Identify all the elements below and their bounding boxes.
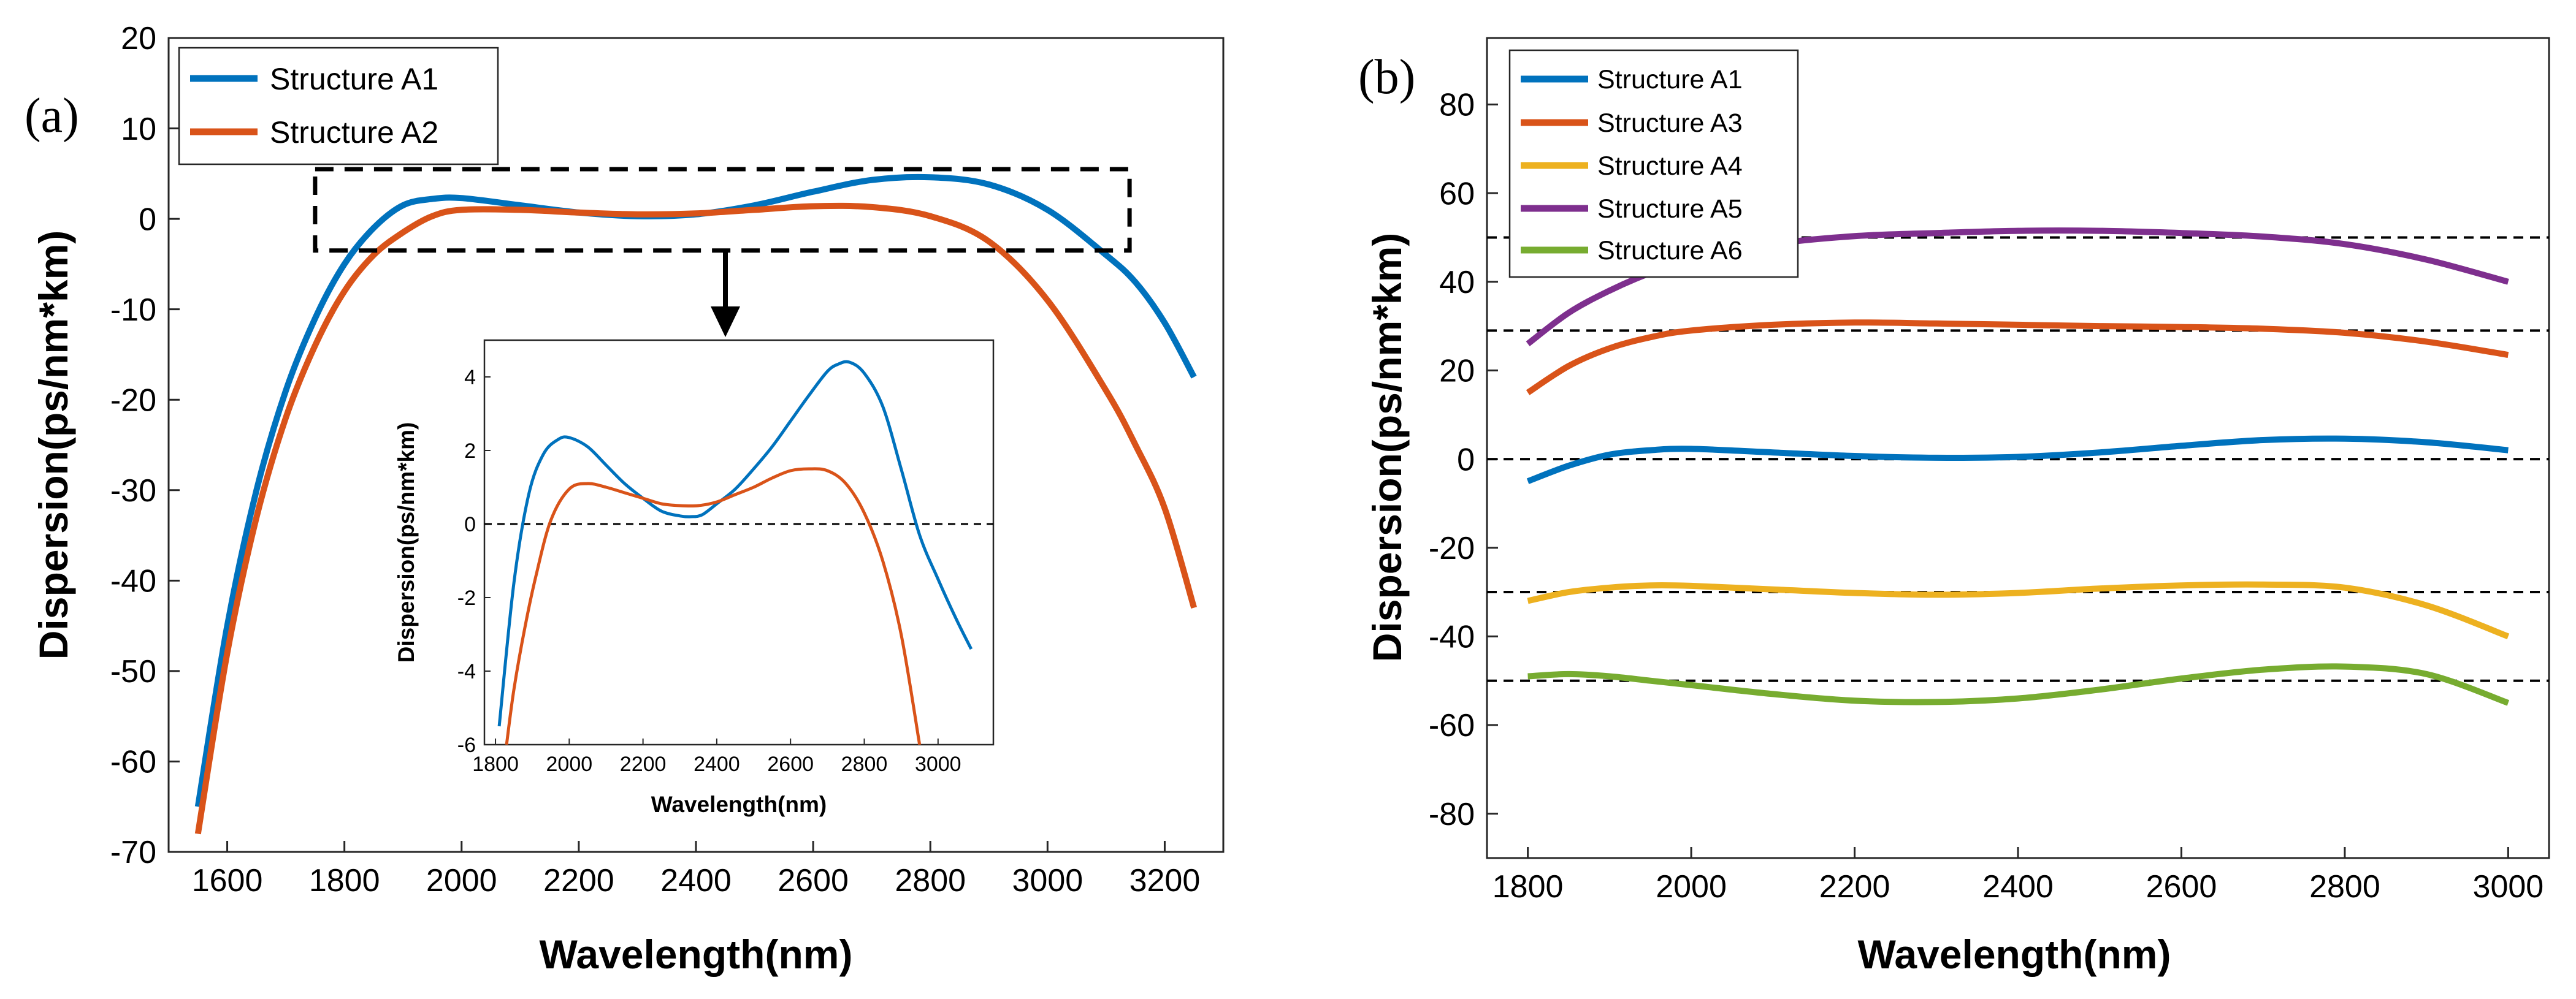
y-tick-label: -4 [457, 660, 476, 683]
y-tick-label: 0 [1457, 442, 1475, 477]
x-tick-label: 3000 [915, 753, 961, 776]
panel-b-series-line-a1 [1526, 435, 2509, 484]
x-tick-label: 2000 [546, 753, 593, 776]
panel-b-legend: Structure A1 Structure A3 Structure A4 S… [1508, 49, 1799, 278]
y-tick-label: -50 [110, 654, 156, 689]
x-tick-label: 2200 [1819, 869, 1890, 905]
zoom-arrow-head [711, 306, 740, 337]
y-tick-label: -70 [110, 835, 156, 870]
inset-series-line-a2 [505, 467, 922, 745]
y-tick-label: -60 [110, 745, 156, 780]
x-tick-label: 1800 [472, 753, 519, 776]
x-tick-label: 3000 [1012, 863, 1083, 898]
panel-b-x-axis-title: Wavelength(nm) [1858, 932, 2171, 977]
x-tick-label: 1800 [309, 863, 380, 898]
x-tick-label: 3200 [1129, 863, 1201, 898]
y-tick-label: 60 [1439, 176, 1475, 211]
panel-b-label: (b) [1358, 50, 1415, 104]
panel-a-x-axis-title: Wavelength(nm) [540, 932, 853, 977]
x-tick-label: 2200 [543, 863, 614, 898]
x-tick-label: 2600 [2146, 869, 2217, 905]
panel-a-zoom-box [313, 167, 1132, 253]
y-tick-label: -40 [110, 564, 156, 599]
panel-b-series-line-a6 [1527, 663, 2510, 706]
y-tick-label: -40 [1429, 620, 1475, 655]
y-tick-label: -30 [110, 473, 156, 509]
panel-a-inset: 4 2 0 -2 -4 -6 1800 2000 2200 2400 2600 2800 3000 W… [394, 339, 995, 817]
y-tick-label: -20 [110, 382, 156, 418]
y-tick-label: -80 [1429, 797, 1475, 832]
legend-b-label-a3: Structure A3 [1597, 108, 1743, 138]
panel-a-y-axis-title: Dispersion(ps/nm*km) [31, 230, 76, 659]
y-tick-label: -60 [1429, 708, 1475, 743]
y-tick-label: -10 [110, 292, 156, 328]
panel-a-legend-box [178, 47, 499, 165]
inset-plot-area [483, 339, 995, 746]
panel-a-label: (a) [25, 89, 79, 143]
y-tick-label: 80 [1439, 88, 1475, 123]
x-tick-label: 2800 [841, 753, 888, 776]
x-tick-label: 2000 [426, 863, 497, 898]
y-tick-label: 0 [464, 513, 476, 536]
x-tick-label: 2400 [660, 863, 732, 898]
panel-b-y-axis-title: Dispersion(ps/nm*km) [1364, 233, 1410, 662]
x-tick-label: 2800 [2309, 869, 2380, 905]
x-tick-label: 1600 [192, 863, 263, 898]
y-tick-label: 4 [464, 366, 476, 389]
y-tick-label: 20 [1439, 354, 1475, 389]
y-tick-label: 2 [464, 439, 476, 463]
legend-a-label-a1: Structure A1 [270, 62, 438, 96]
panel-b-series-line-a4 [1527, 581, 2510, 640]
x-tick-label: 2400 [694, 753, 740, 776]
x-tick-label: 1800 [1492, 869, 1564, 905]
x-tick-label: 2200 [620, 753, 667, 776]
x-tick-label: 2600 [778, 863, 849, 898]
x-tick-label: 2800 [895, 863, 966, 898]
x-tick-label: 3000 [2473, 869, 2544, 905]
inset-y-axis-title: Dispersion(ps/nm*km) [394, 422, 419, 663]
panel-a-series-line-a2 [194, 202, 1198, 835]
panel-b-chart: (b) 80 60 40 20 0 -20 -40 -60 -80 1800 2000 2200 24… [1358, 37, 2550, 977]
legend-b-label-a6: Structure A6 [1597, 236, 1743, 265]
y-tick-label: 10 [121, 112, 156, 147]
legend-b-label-a1: Structure A1 [1597, 65, 1743, 94]
x-tick-label: 2400 [1982, 869, 2054, 905]
y-tick-label: -2 [457, 587, 476, 610]
y-tick-label: 20 [121, 21, 156, 56]
legend-b-label-a4: Structure A4 [1597, 151, 1743, 181]
legend-a-label-a2: Structure A2 [270, 115, 438, 150]
legend-b-label-a5: Structure A5 [1597, 194, 1743, 224]
x-tick-label: 2000 [1656, 869, 1727, 905]
y-tick-label: -6 [457, 734, 476, 757]
inset-x-axis-title: Wavelength(nm) [651, 792, 827, 817]
y-tick-label: 40 [1439, 265, 1475, 300]
y-tick-label: 0 [139, 202, 156, 237]
panel-b-series-line-a3 [1526, 319, 2509, 395]
y-tick-label: -20 [1429, 531, 1475, 566]
x-tick-label: 2600 [767, 753, 814, 776]
panel-a-legend: Structure A1 Structure A2 [178, 47, 499, 165]
